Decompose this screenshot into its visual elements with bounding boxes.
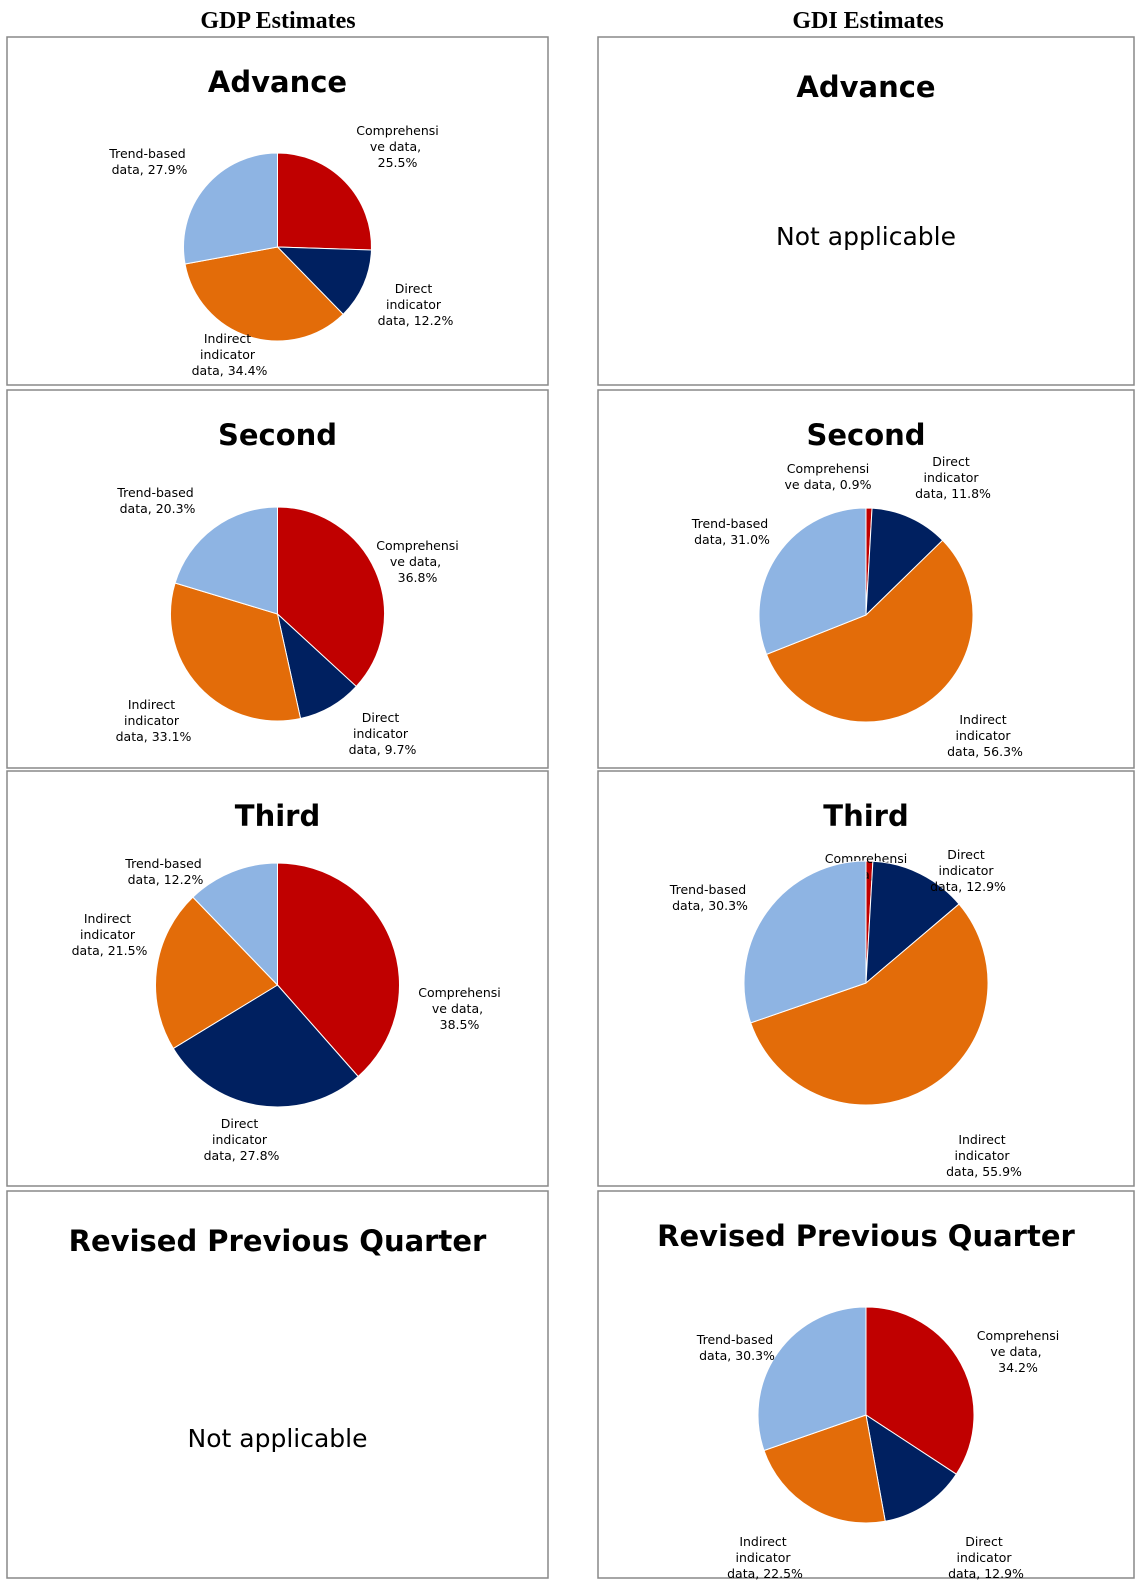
- data-label: Indirect indicator data, 33.1%: [116, 697, 192, 744]
- data-label: Direct indicator data, 12.9%: [930, 847, 1006, 894]
- chart-title: Advance: [208, 65, 347, 99]
- data-label: Trend-based data, 12.2%: [124, 856, 205, 887]
- pie-slice: [277, 862, 400, 1078]
- data-label: Direct indicator data, 27.8%: [204, 1116, 280, 1163]
- data-label: Direct indicator data, 9.7%: [349, 710, 417, 757]
- pie-slice: [170, 582, 302, 722]
- pie-slice: [192, 862, 278, 987]
- data-label: Direct indicator data, 12.9%: [948, 1534, 1024, 1581]
- data-label: Trend-based data, 20.3%: [116, 485, 197, 516]
- data-label: Indirect indicator data, 22.5%: [727, 1534, 803, 1581]
- pie-slice: [865, 1413, 958, 1522]
- data-label: Comprehensi ve data, 34.2%: [977, 1328, 1060, 1375]
- pie-slice: [865, 860, 960, 985]
- pie-slice: [743, 860, 867, 1024]
- pie-slice: [750, 903, 989, 1106]
- data-label: Direct indicator data, 11.8%: [915, 454, 991, 501]
- data-label: Comprehensi ve data, 38.5%: [418, 985, 501, 1032]
- pie-slice: [174, 506, 278, 615]
- pie-slice: [276, 246, 372, 316]
- column-heading: GDP Estimates: [200, 8, 355, 34]
- data-label: Trend-based data, 30.3%: [696, 1332, 777, 1363]
- chart-title: Second: [218, 418, 337, 452]
- not-applicable-note: Not applicable: [776, 222, 956, 251]
- data-label: Indirect indicator data, 21.5%: [72, 911, 148, 958]
- chart-title: Revised Previous Quarter: [657, 1219, 1075, 1253]
- pie-slice: [763, 1414, 886, 1524]
- data-label: Indirect indicator data, 55.9%: [946, 1132, 1022, 1179]
- data-label: Indirect indicator data, 34.4%: [192, 331, 268, 378]
- pie-slice: [183, 152, 278, 265]
- panel: [6, 1190, 549, 1579]
- pie-slice: [155, 896, 279, 1050]
- pie-slice: [172, 984, 359, 1108]
- data-label: Indirect indicator data, 56.3%: [947, 712, 1023, 759]
- data-label: Comprehensi ve data, 25.5%: [356, 123, 439, 170]
- chart-title: Third: [823, 799, 908, 833]
- panel: [597, 36, 1135, 386]
- data-label: Trend-based data, 30.3%: [669, 882, 750, 913]
- chart-title: Second: [806, 418, 925, 452]
- pie-slice: [277, 152, 372, 251]
- pie-slice: [757, 1306, 867, 1452]
- pie-slice: [277, 506, 385, 688]
- chart-title: Third: [235, 799, 320, 833]
- data-label: Trend-based data, 27.9%: [108, 146, 189, 177]
- pie-slice: [865, 507, 944, 617]
- not-applicable-note: Not applicable: [188, 1424, 368, 1453]
- pie-slice: [184, 246, 344, 342]
- pie-slice: [765, 539, 974, 723]
- data-label: Trend-based data, 31.0%: [691, 516, 772, 547]
- data-label: Comprehensi ve data, 36.8%: [376, 538, 459, 585]
- data-label: Direct indicator data, 12.2%: [378, 281, 454, 328]
- pie-slice: [758, 507, 867, 656]
- column-heading: GDI Estimates: [792, 8, 943, 34]
- panel-title: Advance: [796, 70, 935, 104]
- panel-title: Revised Previous Quarter: [69, 1224, 487, 1258]
